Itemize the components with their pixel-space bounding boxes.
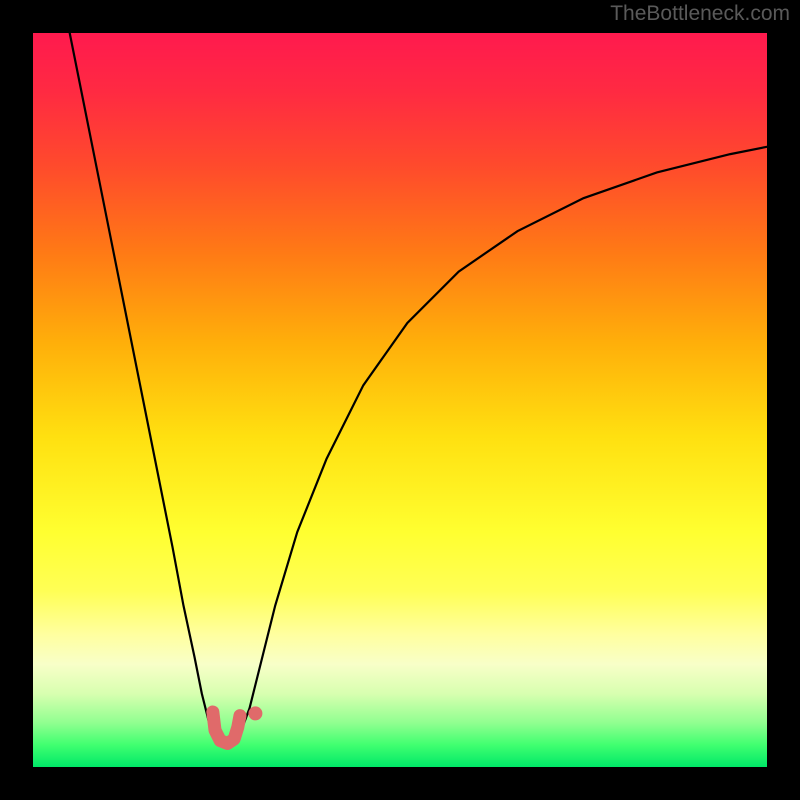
watermark-text: TheBottleneck.com: [610, 2, 790, 26]
dot-marker: [248, 706, 262, 720]
bottleneck-curve-chart: [0, 0, 800, 800]
chart-stage: TheBottleneck.com: [0, 0, 800, 800]
